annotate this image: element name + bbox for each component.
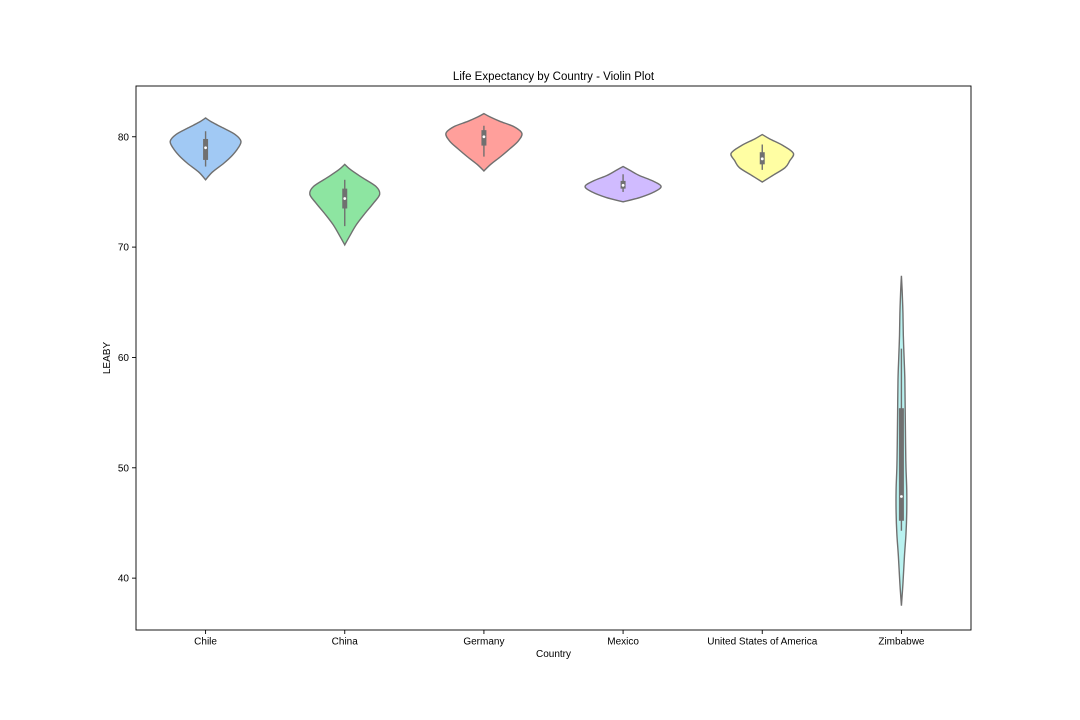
violin-median-china: [343, 197, 347, 200]
violin-median-mexico: [621, 183, 625, 187]
violin-box-zimbabwe: [898, 408, 904, 521]
violin-united-states-of-america: [730, 133, 795, 183]
violin-box-chile: [203, 138, 209, 160]
x-axis-label: Country: [536, 649, 571, 660]
violins-group: [169, 112, 908, 606]
violin-china: [309, 163, 381, 247]
y-tick-label: 50: [118, 463, 130, 474]
violin-median-chile: [204, 146, 207, 150]
violin-chile: [169, 117, 242, 181]
x-tick-label-mexico: Mexico: [607, 637, 639, 648]
x-tick-label-united-states-of-america: United States of America: [707, 637, 817, 648]
x-axis: Chile China Germany Mexico United States of …: [194, 630, 925, 648]
violin-zimbabwe: [895, 275, 908, 606]
y-tick-label: 40: [118, 574, 130, 585]
y-tick-label: 80: [118, 132, 130, 143]
y-tick-label: 70: [118, 243, 130, 254]
y-axis-label: LEABY: [102, 342, 113, 375]
chart-title: Life Expectancy by Country - Violin Plot: [453, 71, 655, 83]
violin-median-united-states-of-america: [760, 157, 764, 161]
y-axis: 40 50 60 70 80: [118, 132, 136, 585]
x-tick-label-zimbabwe: Zimbabwe: [878, 637, 925, 648]
violin-mexico: [584, 165, 662, 203]
x-tick-label-china: China: [332, 637, 359, 648]
violin-median-zimbabwe: [900, 495, 903, 498]
x-tick-label-chile: Chile: [194, 637, 217, 648]
violin-median-germany: [482, 135, 486, 139]
plot-area-frame: [135, 85, 972, 631]
violin-germany: [445, 112, 523, 172]
y-tick-label: 60: [118, 353, 130, 364]
x-tick-label-germany: Germany: [463, 637, 504, 648]
